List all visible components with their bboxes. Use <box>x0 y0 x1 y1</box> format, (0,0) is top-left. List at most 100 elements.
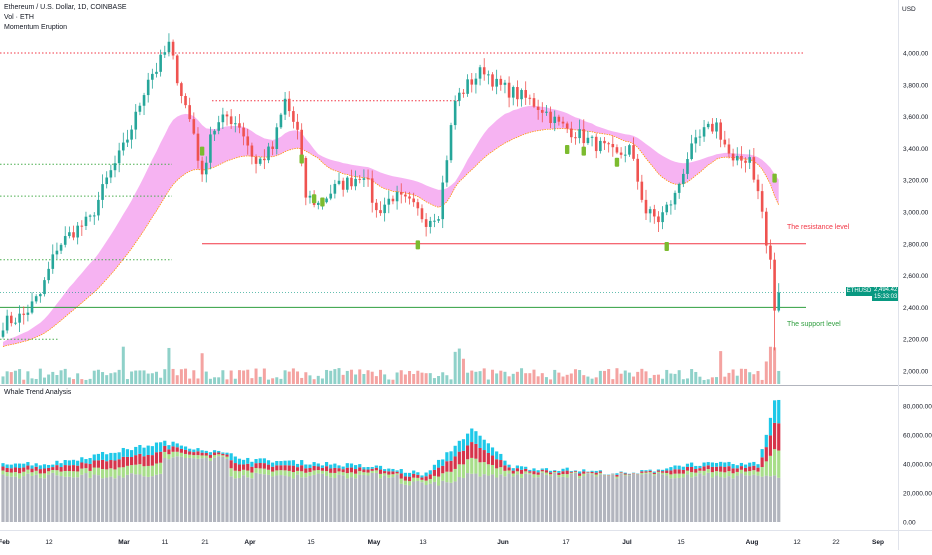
whale-bar-base <box>250 478 253 522</box>
whale-bar-green <box>283 470 286 475</box>
price-tick-label: 2,400.00 <box>903 305 929 312</box>
whale-bar-cyan <box>532 468 535 471</box>
candle-body <box>76 226 79 238</box>
candle-body <box>524 90 527 98</box>
whale-bar-green <box>574 472 577 473</box>
whale-bar-cyan <box>433 465 436 470</box>
volume-bar <box>599 371 602 384</box>
whale-bar-red <box>126 457 129 466</box>
whale-bar-cyan <box>89 458 92 464</box>
price-tick-label: 3,400.00 <box>903 146 929 153</box>
candle-body <box>267 147 270 161</box>
volume-bar <box>383 374 386 384</box>
whale-bar-red <box>732 468 735 473</box>
whale-bar-cyan <box>192 449 195 452</box>
volume-bar <box>425 373 428 384</box>
whale-bar-base <box>313 475 316 522</box>
whale-bar-green <box>142 466 145 476</box>
candle-body <box>271 147 274 149</box>
volume-bar <box>159 378 162 384</box>
whale-bar-cyan <box>640 470 643 471</box>
candle-body <box>657 216 660 222</box>
candle-body <box>134 112 137 130</box>
volume-bar <box>649 378 652 384</box>
whale-bar-cyan <box>292 460 295 465</box>
whale-bar-green <box>313 470 316 475</box>
whale-bar-red <box>777 423 780 450</box>
candle-body <box>724 140 727 145</box>
whale-bar-red <box>449 461 452 472</box>
candle-body <box>43 280 46 294</box>
volume-bar <box>773 347 776 384</box>
whale-bar-cyan <box>118 452 121 459</box>
last-price-badge: 2,494.42 15:33:03 <box>872 287 898 301</box>
whale-bar-cyan <box>113 453 116 461</box>
whale-bar-red <box>744 468 747 472</box>
whale-bar-cyan <box>702 463 705 467</box>
whale-bar-red <box>35 467 38 471</box>
whale-bar-red <box>557 473 560 475</box>
whale-bar-green <box>89 471 92 478</box>
whale-bar-cyan <box>391 469 394 471</box>
volume-bar <box>632 377 635 384</box>
whale-bar-cyan <box>748 463 751 467</box>
whale-bar-base <box>18 478 21 522</box>
whale-bar-cyan <box>761 449 764 457</box>
candle-body <box>39 294 42 296</box>
whale-bar-red <box>420 477 423 479</box>
volume-bar <box>516 372 519 384</box>
candle-body <box>371 178 374 202</box>
whale-bar-base <box>499 474 502 522</box>
whale-bar-green <box>586 473 589 474</box>
whale-bar-base <box>171 457 174 522</box>
resistance-label: The resistance level <box>787 224 850 231</box>
whale-bar-red <box>478 448 481 462</box>
whale-bar-green <box>773 449 776 475</box>
whale-bar-cyan <box>10 465 13 469</box>
whale-bar-cyan <box>727 462 730 466</box>
whale-bar-green <box>404 481 407 485</box>
candle-body <box>51 254 54 269</box>
whale-bar-red <box>275 465 278 470</box>
candle-body <box>612 144 615 147</box>
whale-bar-base <box>362 475 365 522</box>
volume-bar <box>591 379 594 384</box>
whale-bar-cyan <box>159 442 162 451</box>
eruption-marker <box>665 242 669 251</box>
whale-bar-cyan <box>371 467 374 469</box>
whale-bar-red <box>342 469 345 472</box>
volume-bar <box>122 347 125 384</box>
whale-bar-base <box>686 474 689 522</box>
whale-bar-cyan <box>93 454 96 460</box>
volume-bar <box>217 377 220 384</box>
time-tick-label: 11 <box>162 539 169 546</box>
whale-bar-cyan <box>329 465 332 469</box>
whale-bar-green <box>263 469 266 475</box>
candle-body <box>60 245 63 251</box>
whale-bar-cyan <box>698 466 701 468</box>
time-tick-label: 22 <box>832 539 840 546</box>
whale-bar-base <box>366 476 369 522</box>
whale-bar-green <box>702 471 705 475</box>
candle-body <box>753 157 756 180</box>
whale-bar-base <box>474 474 477 522</box>
volume-bar <box>719 351 722 384</box>
whale-bar-red <box>615 475 618 477</box>
whale-bar-cyan <box>549 471 552 473</box>
whale-bar-cyan <box>14 464 17 468</box>
whale-bar-cyan <box>18 464 21 468</box>
whale-bar-base <box>507 474 510 522</box>
whale-bar-red <box>773 423 776 449</box>
whale-bar-red <box>711 467 714 472</box>
whale-bar-base <box>126 475 129 522</box>
volume-bar <box>441 372 444 384</box>
whale-bar-green <box>317 470 320 474</box>
whale-bar-red <box>300 465 303 471</box>
volume-bar <box>615 368 618 384</box>
whale-bar-cyan <box>246 458 249 464</box>
whale-bar-cyan <box>72 460 75 465</box>
whale-bar-base <box>582 476 585 522</box>
volume-bar <box>350 370 353 384</box>
whale-bar-red <box>26 466 29 470</box>
